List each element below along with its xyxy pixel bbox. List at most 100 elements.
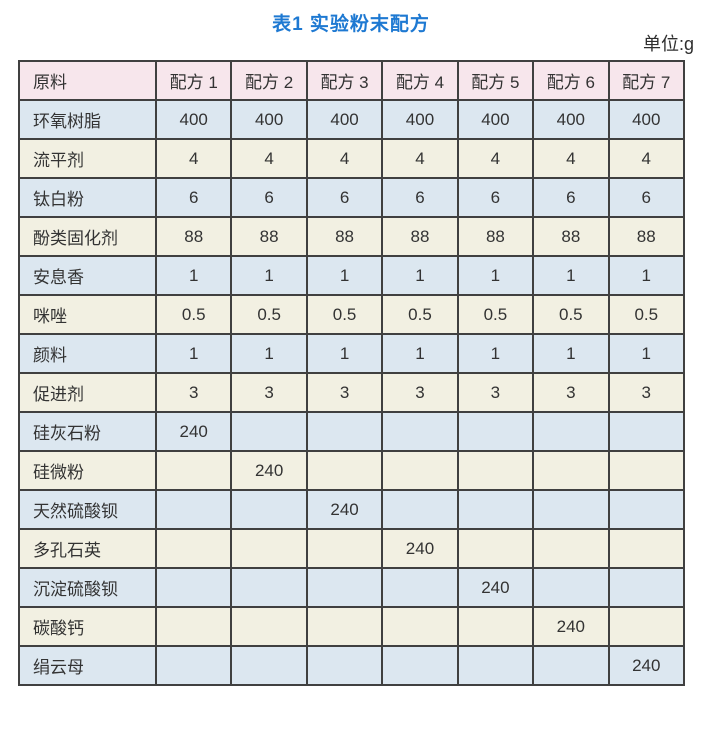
value-cell: 88 [456,216,535,257]
formula-column-header: 配方 5 [456,60,535,101]
table-row: 促进剂 3 3 3 3 3 3 3 [18,372,686,413]
value-cell: 3 [305,372,384,413]
material-name: 硅微粉 [18,450,157,491]
value-cell [532,450,610,491]
value-cell: 88 [381,216,459,257]
table-row: 流平剂 4 4 4 4 4 4 4 [18,138,686,179]
material-name: 天然硫酸钡 [18,489,157,530]
value-cell: 0.5 [607,294,686,335]
value-cell: 4 [154,138,233,179]
value-cell: 240 [154,411,233,452]
table-row: 天然硫酸钡 240 [18,489,686,530]
value-cell: 4 [456,138,535,179]
formula-column-header: 配方 4 [381,60,459,101]
table-row: 咪唑 0.5 0.5 0.5 0.5 0.5 0.5 0.5 [18,294,686,335]
table-row: 环氧树脂 400 400 400 400 400 400 400 [18,99,686,140]
value-cell: 240 [456,567,535,608]
table-row: 钛白粉 6 6 6 6 6 6 6 [18,177,686,218]
value-cell [607,606,686,647]
value-cell [532,489,610,530]
table-row: 颜料 1 1 1 1 1 1 1 [18,333,686,374]
value-cell: 4 [305,138,384,179]
value-cell: 1 [381,255,459,296]
table-row: 硅灰石粉 240 [18,411,686,452]
value-cell: 240 [305,489,384,530]
value-cell: 0.5 [381,294,459,335]
value-cell [305,645,384,686]
material-name: 钛白粉 [18,177,157,218]
material-column-header: 原料 [18,60,157,101]
table-row: 硅微粉 240 [18,450,686,491]
value-cell: 6 [381,177,459,218]
value-cell [381,489,459,530]
table-row: 绢云母 240 [18,645,686,686]
material-name: 流平剂 [18,138,157,179]
value-cell: 1 [456,333,535,374]
table-row: 酚类固化剂 88 88 88 88 88 88 88 [18,216,686,257]
value-cell [154,528,233,569]
value-cell: 400 [607,99,686,140]
table-row: 多孔石英 240 [18,528,686,569]
value-cell [532,411,610,452]
value-cell: 1 [607,255,686,296]
formula-column-header: 配方 1 [154,60,233,101]
value-cell: 1 [154,333,233,374]
material-name: 硅灰石粉 [18,411,157,452]
material-name: 环氧树脂 [18,99,157,140]
value-cell: 240 [230,450,308,491]
value-cell: 240 [381,528,459,569]
table-row: 沉淀硫酸钡 240 [18,567,686,608]
value-cell [154,645,233,686]
value-cell [230,606,308,647]
material-name: 促进剂 [18,372,157,413]
value-cell: 400 [305,99,384,140]
formula-column-header: 配方 2 [230,60,308,101]
value-cell: 4 [532,138,610,179]
value-cell: 88 [532,216,610,257]
value-cell: 240 [532,606,610,647]
value-cell [305,606,384,647]
value-cell: 3 [532,372,610,413]
value-cell [230,528,308,569]
value-cell: 0.5 [230,294,308,335]
value-cell: 88 [305,216,384,257]
material-name: 咪唑 [18,294,157,335]
value-cell: 0.5 [305,294,384,335]
table-title: 表1 实验粉末配方 [272,14,430,35]
value-cell: 3 [381,372,459,413]
value-cell: 6 [305,177,384,218]
value-cell [607,489,686,530]
formula-column-header: 配方 6 [532,60,610,101]
value-cell [456,489,535,530]
value-cell [230,489,308,530]
value-cell [456,645,535,686]
value-cell: 6 [607,177,686,218]
header-row: 原料 配方 1 配方 2 配方 3 配方 4 配方 5 配方 6 配方 7 [18,60,686,101]
value-cell [154,567,233,608]
material-name: 沉淀硫酸钡 [18,567,157,608]
value-cell [305,528,384,569]
value-cell: 4 [607,138,686,179]
material-name: 酚类固化剂 [18,216,157,257]
value-cell: 240 [607,645,686,686]
value-cell: 6 [456,177,535,218]
table-header-row: 原料 配方 1 配方 2 配方 3 配方 4 配方 5 配方 6 配方 7 [18,60,686,101]
value-cell [381,411,459,452]
material-name: 安息香 [18,255,157,296]
value-cell: 1 [230,333,308,374]
value-cell [456,528,535,569]
value-cell: 400 [381,99,459,140]
value-cell [607,528,686,569]
table-row: 安息香 1 1 1 1 1 1 1 [18,255,686,296]
value-cell [230,645,308,686]
value-cell: 1 [532,255,610,296]
value-cell: 88 [154,216,233,257]
value-cell [154,450,233,491]
value-cell: 6 [532,177,610,218]
value-cell: 0.5 [154,294,233,335]
value-cell [381,567,459,608]
table-row: 碳酸钙 240 [18,606,686,647]
value-cell: 1 [230,255,308,296]
material-name: 绢云母 [18,645,157,686]
